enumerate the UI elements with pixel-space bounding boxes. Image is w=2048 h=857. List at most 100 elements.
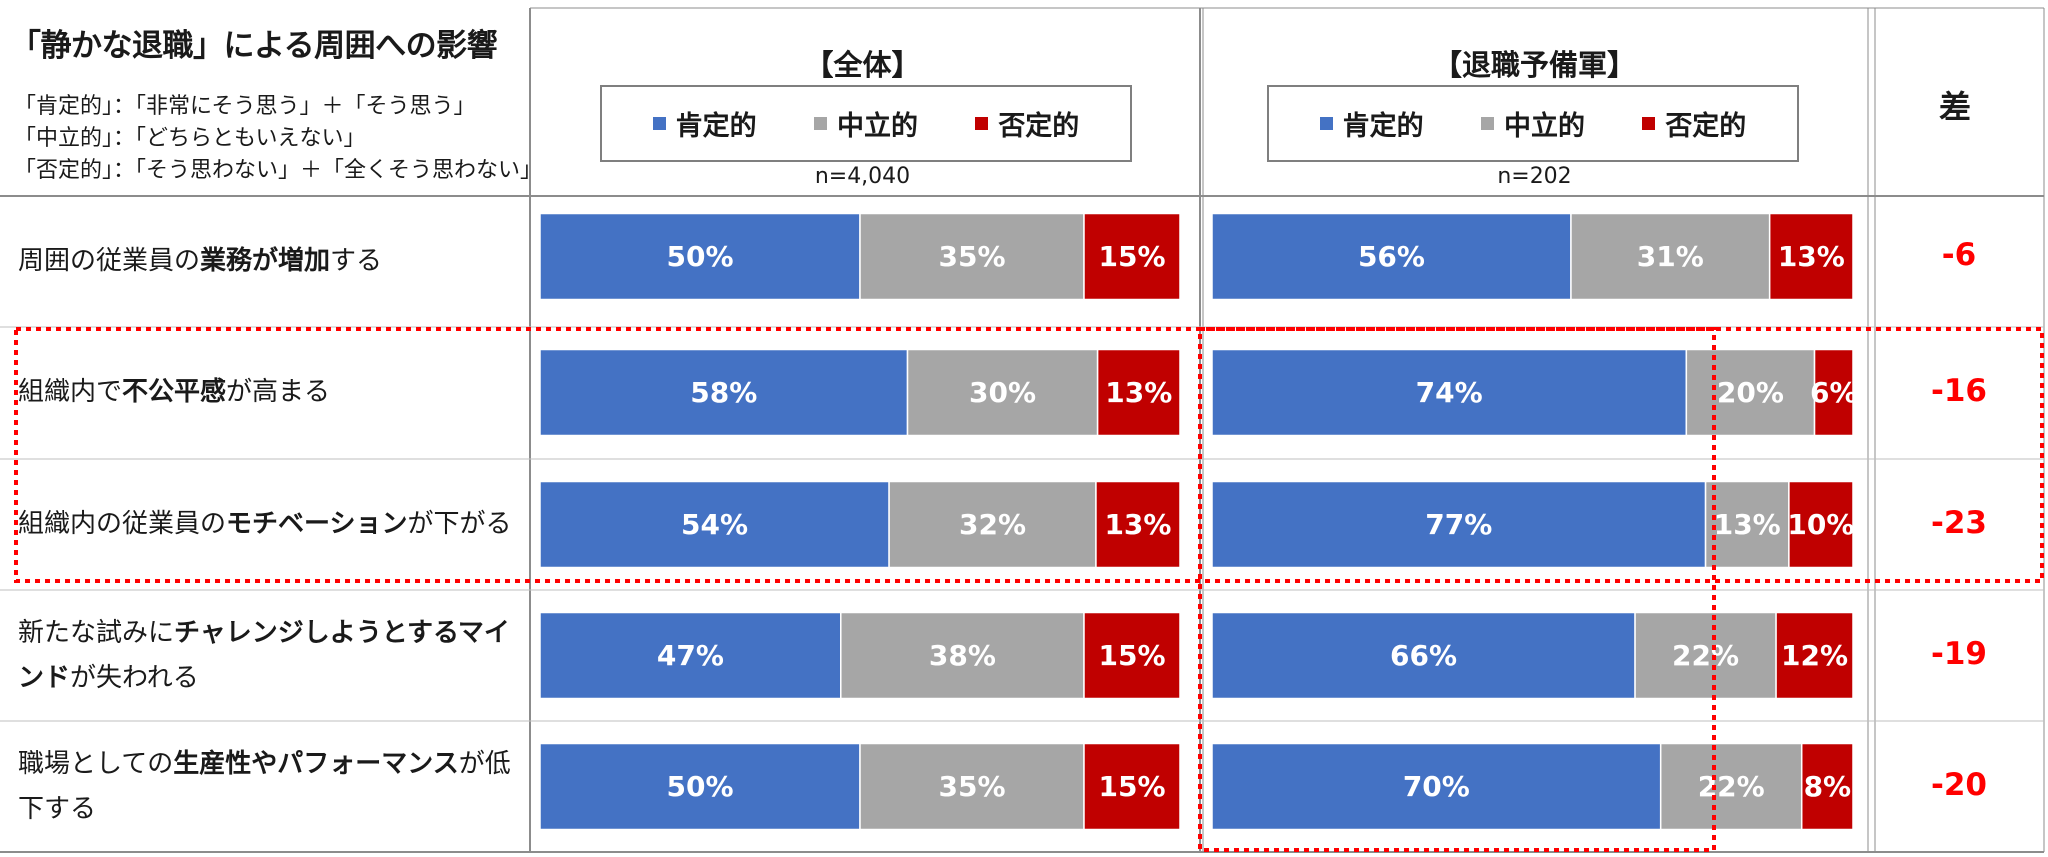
legend-reserve: 肯定的 中立的 否定的 (1267, 85, 1799, 162)
panel-title-reserve: 【退職予備軍】 (1432, 48, 1636, 82)
bar-reserve-row3-negative (1788, 480, 1854, 569)
bar-all-row3-negative (1095, 480, 1181, 569)
definition-neutral: 「中立的」：「どちらともいえない」 (14, 126, 366, 151)
difference-value-row3: -23 (1930, 504, 1987, 541)
bar-label-reserve-row2-neutral: 20% (1717, 376, 1784, 409)
bar-reserve-row5-neutral (1659, 742, 1803, 831)
legend-swatch-blue (652, 117, 666, 130)
bar-label-all-row2-negative: 13% (1105, 376, 1172, 409)
bar-all-row4-positive (539, 611, 842, 700)
bar-all-row4-negative (1083, 611, 1181, 700)
bar-label-reserve-row1-negative: 13% (1778, 240, 1845, 273)
bar-label-reserve-row3-neutral: 13% (1714, 508, 1781, 541)
bar-reserve-row4-negative (1775, 611, 1854, 700)
bar-reserve-row2-negative (1813, 348, 1854, 437)
legend-item-negative: 否定的 (975, 104, 1079, 143)
bar-reserve-row1-negative (1768, 212, 1854, 301)
legend-swatch-blue (1319, 117, 1333, 130)
bar-label-all-row3-neutral: 32% (959, 508, 1026, 541)
panel-title-all: 【全体】 (804, 48, 921, 82)
legend-item-positive: 肯定的 (652, 104, 757, 143)
bar-label-reserve-row4-neutral: 22% (1672, 639, 1739, 672)
sample-size-all: n=4,040 (814, 164, 911, 189)
definition-positive: 「肯定的」：「非常にそう思う」＋「そう思う」 (14, 94, 476, 119)
legend-label: 否定的 (998, 111, 1080, 142)
legend-all: 肯定的 中立的 否定的 (600, 85, 1132, 162)
bar-all-row4-neutral (840, 611, 1085, 700)
bar-all-row3-neutral (888, 480, 1097, 569)
row-label-2: 組織内で不公平感が高まる (18, 370, 518, 415)
legend-label: 中立的 (836, 111, 918, 142)
legend-item-positive: 肯定的 (1319, 104, 1424, 143)
legend-item-negative: 否定的 (1642, 104, 1746, 143)
bar-label-reserve-row4-positive: 66% (1390, 639, 1457, 672)
row-label-part: が高まる (226, 377, 331, 407)
bar-label-all-row4-positive: 47% (657, 639, 724, 672)
row-label-part: 生産性やパフォーマンス (173, 748, 459, 779)
row-label-1: 周囲の従業員の業務が増加する (18, 239, 518, 284)
bar-reserve-row5-negative (1800, 742, 1854, 831)
legend-swatch-gray (813, 117, 827, 130)
bar-label-reserve-row5-positive: 70% (1403, 770, 1470, 803)
bar-all-row2-positive (539, 348, 909, 437)
row-label-part: 組織内で (18, 377, 123, 407)
row-label-part: する (330, 246, 383, 276)
bar-all-row5-neutral (859, 742, 1085, 831)
legend-label: 肯定的 (1342, 111, 1424, 142)
legend-swatch-red (1642, 117, 1656, 130)
page-title: 「静かな退職」による周囲への影響 (10, 28, 498, 64)
legend-label: 肯定的 (675, 111, 757, 142)
bar-reserve-row3-neutral (1704, 480, 1790, 569)
bar-all-row2-neutral (906, 348, 1099, 437)
bar-reserve-row1-neutral (1570, 212, 1771, 301)
bar-label-reserve-row5-neutral: 22% (1698, 770, 1765, 803)
bar-label-all-row2-positive: 58% (690, 376, 757, 409)
bar-label-all-row4-neutral: 38% (929, 639, 996, 672)
bar-label-reserve-row1-neutral: 31% (1637, 240, 1704, 273)
bar-all-row1-negative (1083, 212, 1181, 301)
row-label-3: 組織内の従業員のモチベーションが下がる (18, 502, 518, 547)
bar-all-row2-negative (1096, 348, 1181, 437)
bar-reserve-row4-positive (1211, 611, 1636, 700)
bar-label-reserve-row2-negative: 6% (1810, 376, 1858, 409)
bar-label-reserve-row2-positive: 74% (1416, 376, 1483, 409)
bar-label-all-row1-positive: 50% (666, 240, 733, 273)
bar-all-row5-positive (539, 742, 861, 831)
difference-value-row1: -6 (1941, 236, 1977, 273)
legend-swatch-red (975, 117, 989, 130)
bar-all-row5-negative (1083, 742, 1181, 831)
bar-reserve-row2-positive (1211, 348, 1688, 437)
row-label-5: 職場としての生産性やパフォーマンスが低下する (18, 742, 518, 832)
bar-reserve-row4-neutral (1634, 611, 1777, 700)
highlight-box-column (1198, 327, 1716, 852)
row-label-part: が下がる (407, 509, 512, 539)
row-label-part: 職場としての (18, 748, 174, 779)
bar-label-all-row3-negative: 13% (1104, 508, 1171, 541)
row-label-part: 不公平感 (122, 377, 227, 407)
bar-label-all-row5-neutral: 35% (938, 770, 1005, 803)
bar-label-reserve-row3-positive: 77% (1425, 508, 1492, 541)
row-label-part: 業務が増加 (200, 246, 331, 276)
difference-value-row5: -20 (1930, 766, 1987, 803)
legend-label: 否定的 (1665, 111, 1747, 142)
bar-label-all-row3-positive: 54% (681, 508, 748, 541)
legend-swatch-gray (1480, 117, 1494, 130)
bar-label-all-row2-neutral: 30% (969, 376, 1036, 409)
legend-label: 中立的 (1503, 111, 1585, 142)
difference-value-row2: -16 (1930, 372, 1987, 409)
bar-label-all-row4-negative: 15% (1098, 639, 1165, 672)
bar-label-all-row5-negative: 15% (1098, 770, 1165, 803)
sample-size-reserve: n=202 (1497, 164, 1572, 189)
row-label-part: 新たな試みに (18, 617, 175, 648)
definition-negative: 「否定的」：「そう思わない」＋「全くそう思わない」 (14, 158, 543, 183)
row-label-part: 周囲の従業員の (18, 246, 201, 276)
bar-all-row1-neutral (859, 212, 1085, 301)
row-label-part: が失われる (70, 662, 199, 693)
row-label-part: が低下する (18, 748, 511, 824)
row-label-part: 組織内の従業員の (18, 509, 227, 539)
legend-item-neutral: 中立的 (813, 104, 918, 143)
row-label-4: 新たな試みにチャレンジしようとするマインドが失われる (18, 611, 518, 701)
bar-reserve-row5-positive (1211, 742, 1662, 831)
difference-value-row4: -19 (1930, 635, 1987, 672)
